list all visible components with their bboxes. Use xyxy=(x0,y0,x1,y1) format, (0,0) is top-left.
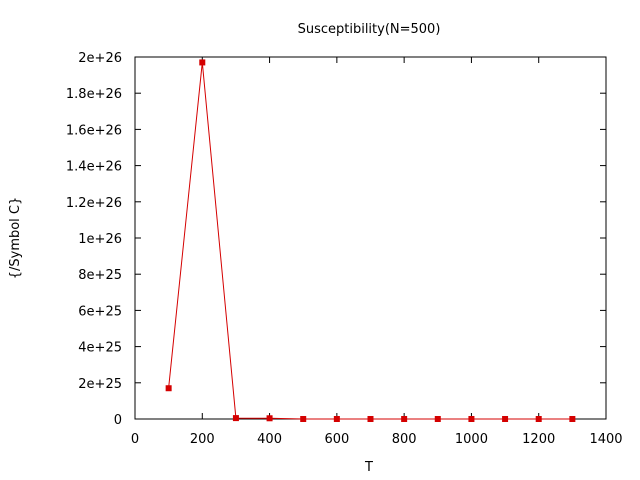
data-point xyxy=(199,59,206,66)
x-tick-label: 0 xyxy=(131,432,139,447)
data-point xyxy=(266,415,273,422)
data-point xyxy=(502,416,509,422)
x-tick-label: 200 xyxy=(190,432,215,447)
data-point xyxy=(569,416,576,422)
data-point xyxy=(333,416,340,422)
series-layer xyxy=(165,59,576,422)
data-point xyxy=(535,416,542,422)
y-tick-label: 1.8e+26 xyxy=(66,87,122,102)
y-tick-label: 0 xyxy=(114,413,122,428)
data-point xyxy=(367,416,374,422)
data-point xyxy=(165,385,172,392)
y-tick-label: 1.4e+26 xyxy=(66,160,122,175)
data-point xyxy=(401,416,408,422)
data-point xyxy=(232,415,239,422)
chart-title: Susceptibility(N=500) xyxy=(298,22,441,37)
y-tick-label: 1e+26 xyxy=(78,232,122,247)
data-point xyxy=(300,416,307,422)
series-line xyxy=(168,62,573,420)
x-tick-label: 1400 xyxy=(589,432,622,447)
y-tick-label: 4e+25 xyxy=(78,341,122,356)
y-tick-label: 1.2e+26 xyxy=(66,196,122,211)
plot-frame xyxy=(134,56,607,420)
y-tick-label: 8e+25 xyxy=(78,268,122,283)
x-tick-label: 400 xyxy=(257,432,282,447)
y-tick-label: 2e+26 xyxy=(78,51,122,66)
data-point xyxy=(468,416,475,422)
y-tick-label: 6e+25 xyxy=(78,304,122,319)
x-axis: 0 200 400 600 800 1000 1200 1400 xyxy=(131,57,623,447)
y-tick-label: 2e+25 xyxy=(78,377,122,392)
x-tick-label: 600 xyxy=(324,432,349,447)
x-tick-label: 1000 xyxy=(455,432,488,447)
y-axis: 0 2e+25 4e+25 6e+25 8e+25 1e+26 1.2e+26 1.4e+26… xyxy=(66,51,606,428)
x-tick-label: 1200 xyxy=(522,432,555,447)
y-axis-label: {/Symbol C} xyxy=(8,197,23,280)
data-point xyxy=(434,416,441,422)
x-tick-label: 800 xyxy=(392,432,417,447)
y-tick-label: 1.6e+26 xyxy=(66,123,122,138)
x-axis-label: T xyxy=(364,460,373,475)
